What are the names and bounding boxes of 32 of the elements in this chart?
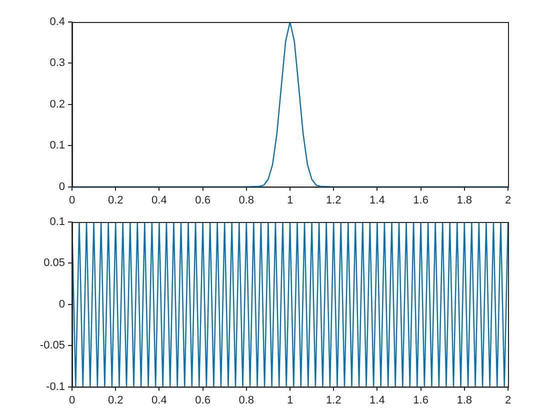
x-tick-label: 0.8	[238, 394, 254, 406]
x-tick-label: 1.4	[370, 394, 385, 406]
x-tick-label: 0	[68, 194, 76, 206]
x-tick-label: 1.8	[456, 194, 472, 206]
x-tick-label: 0	[68, 394, 76, 406]
x-tick-label: 1	[286, 194, 294, 206]
x-tick-label: 0.2	[108, 194, 124, 206]
x-tick-label: 0.4	[152, 394, 167, 406]
x-tick-label: 1.4	[370, 194, 385, 206]
x-tick-label: 0.2	[108, 394, 124, 406]
x-tick-label: 0.6	[195, 194, 210, 206]
y-tick-label: 0.1	[50, 216, 65, 228]
y-tick-label: 0.2	[50, 98, 65, 110]
y-tick-label: 0	[58, 180, 65, 193]
y-tick-label: 0	[58, 298, 65, 310]
x-tick-label: 1.6	[413, 194, 428, 206]
y-tick-label: 0.4	[50, 16, 65, 28]
x-tick-label: 1.6	[413, 394, 428, 406]
x-tick-label: 0.6	[195, 394, 210, 406]
y-tick-label: 0.3	[50, 57, 65, 70]
y-tick-label: 0.05	[44, 257, 65, 270]
y-tick-label: -0.1	[46, 380, 65, 393]
x-tick-label: 2	[504, 194, 512, 206]
x-tick-label: 0.8	[238, 194, 254, 206]
x-tick-label: 1	[286, 394, 294, 406]
x-tick-label: 1.2	[326, 394, 342, 406]
x-tick-label: 2	[504, 394, 512, 406]
x-tick-label: 1.2	[326, 194, 342, 206]
y-tick-label: -0.05	[40, 340, 65, 352]
x-tick-label: 1.8	[456, 394, 472, 406]
x-tick-label: 0.4	[152, 194, 167, 206]
y-tick-label: 0.1	[50, 140, 65, 152]
